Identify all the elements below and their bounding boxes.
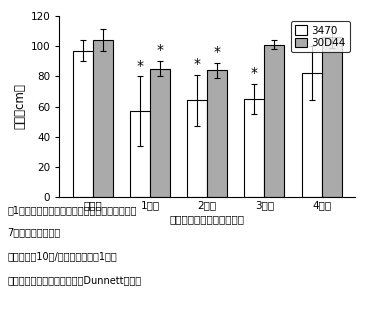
Text: 加害密度は10頭/株、加害期間は1週間: 加害密度は10頭/株、加害期間は1週間	[7, 251, 117, 261]
Text: 7週目の草丈の関係: 7週目の草丈の関係	[7, 227, 61, 237]
Legend: 3470, 30D44: 3470, 30D44	[290, 21, 350, 52]
Text: *: *	[137, 59, 144, 73]
Text: *: *	[251, 66, 258, 80]
Text: 図1．フタテンチビヨコバイの加害時期と播種後: 図1．フタテンチビヨコバイの加害時期と播種後	[7, 205, 137, 215]
Bar	[150, 69, 170, 197]
Bar	[322, 37, 342, 197]
Text: *: *	[157, 44, 164, 58]
Bar	[130, 111, 150, 197]
Bar	[302, 73, 322, 197]
Bar	[265, 45, 285, 197]
Y-axis label: 草丈（cm）: 草丈（cm）	[13, 84, 26, 129]
Bar	[187, 100, 207, 197]
Text: *: *	[214, 45, 221, 59]
Bar	[207, 70, 227, 197]
Bar	[245, 99, 265, 197]
Bar	[73, 51, 93, 197]
Bar	[93, 40, 113, 197]
X-axis label: 加害時期（播種後経過週）: 加害時期（播種後経過週）	[170, 214, 245, 224]
Text: *: *	[194, 57, 201, 71]
Text: ＊：無加害株と有意差あり（Dunnett検定）: ＊：無加害株と有意差あり（Dunnett検定）	[7, 275, 142, 285]
